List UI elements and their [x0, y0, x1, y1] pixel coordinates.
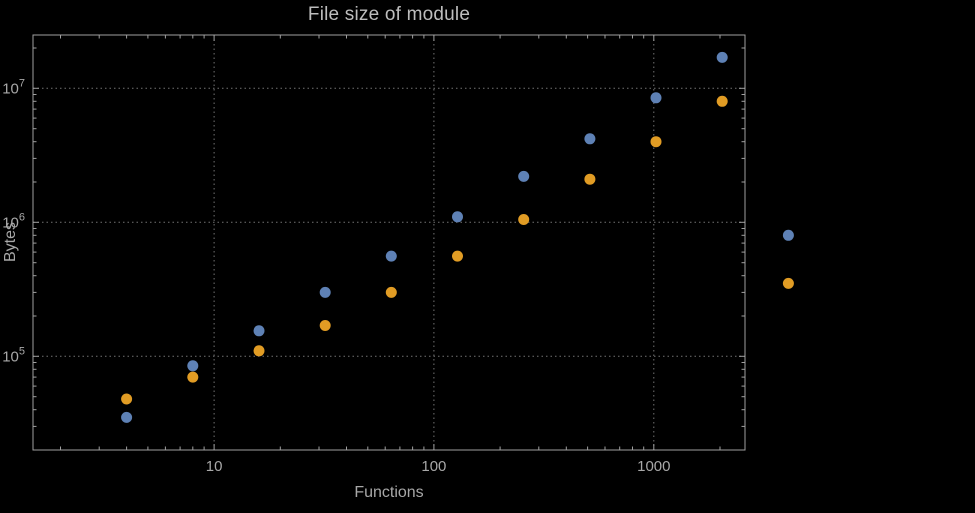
y-tick-labels: 105 106 107 [2, 77, 25, 365]
data-point [518, 214, 530, 225]
data-point [385, 286, 397, 298]
data-point [121, 411, 133, 423]
x-axis-label: Functions [354, 484, 424, 501]
data-point [319, 320, 331, 331]
y-tick-label: 106 [2, 211, 25, 231]
data-point [319, 286, 331, 298]
data-point [121, 393, 133, 405]
data-point [782, 277, 794, 289]
series-2-points [121, 95, 794, 405]
series-1-points [121, 51, 794, 423]
data-point [187, 360, 199, 372]
x-tick-labels: 10 100 1000 [206, 458, 671, 475]
data-point [584, 173, 596, 185]
data-point [253, 345, 265, 357]
x-tick-label: 10 [206, 458, 223, 475]
data-point [452, 250, 463, 262]
data-point [452, 211, 463, 223]
data-point [650, 136, 662, 148]
data-point [385, 250, 397, 262]
data-point [253, 325, 265, 337]
grid-lines [33, 35, 745, 450]
x-tick-label: 1000 [637, 458, 670, 475]
y-tick-label: 107 [2, 77, 25, 97]
axis-ticks [33, 35, 745, 451]
data-point [716, 51, 728, 63]
plot-frame [32, 34, 746, 451]
data-point [782, 229, 794, 241]
data-point [518, 170, 530, 182]
data-point [584, 133, 596, 145]
data-point [716, 95, 728, 107]
data-point [187, 371, 199, 383]
x-tick-label: 100 [421, 458, 446, 475]
data-point [650, 92, 662, 104]
chart-title: File size of module [307, 4, 471, 25]
y-tick-label: 105 [2, 345, 25, 365]
